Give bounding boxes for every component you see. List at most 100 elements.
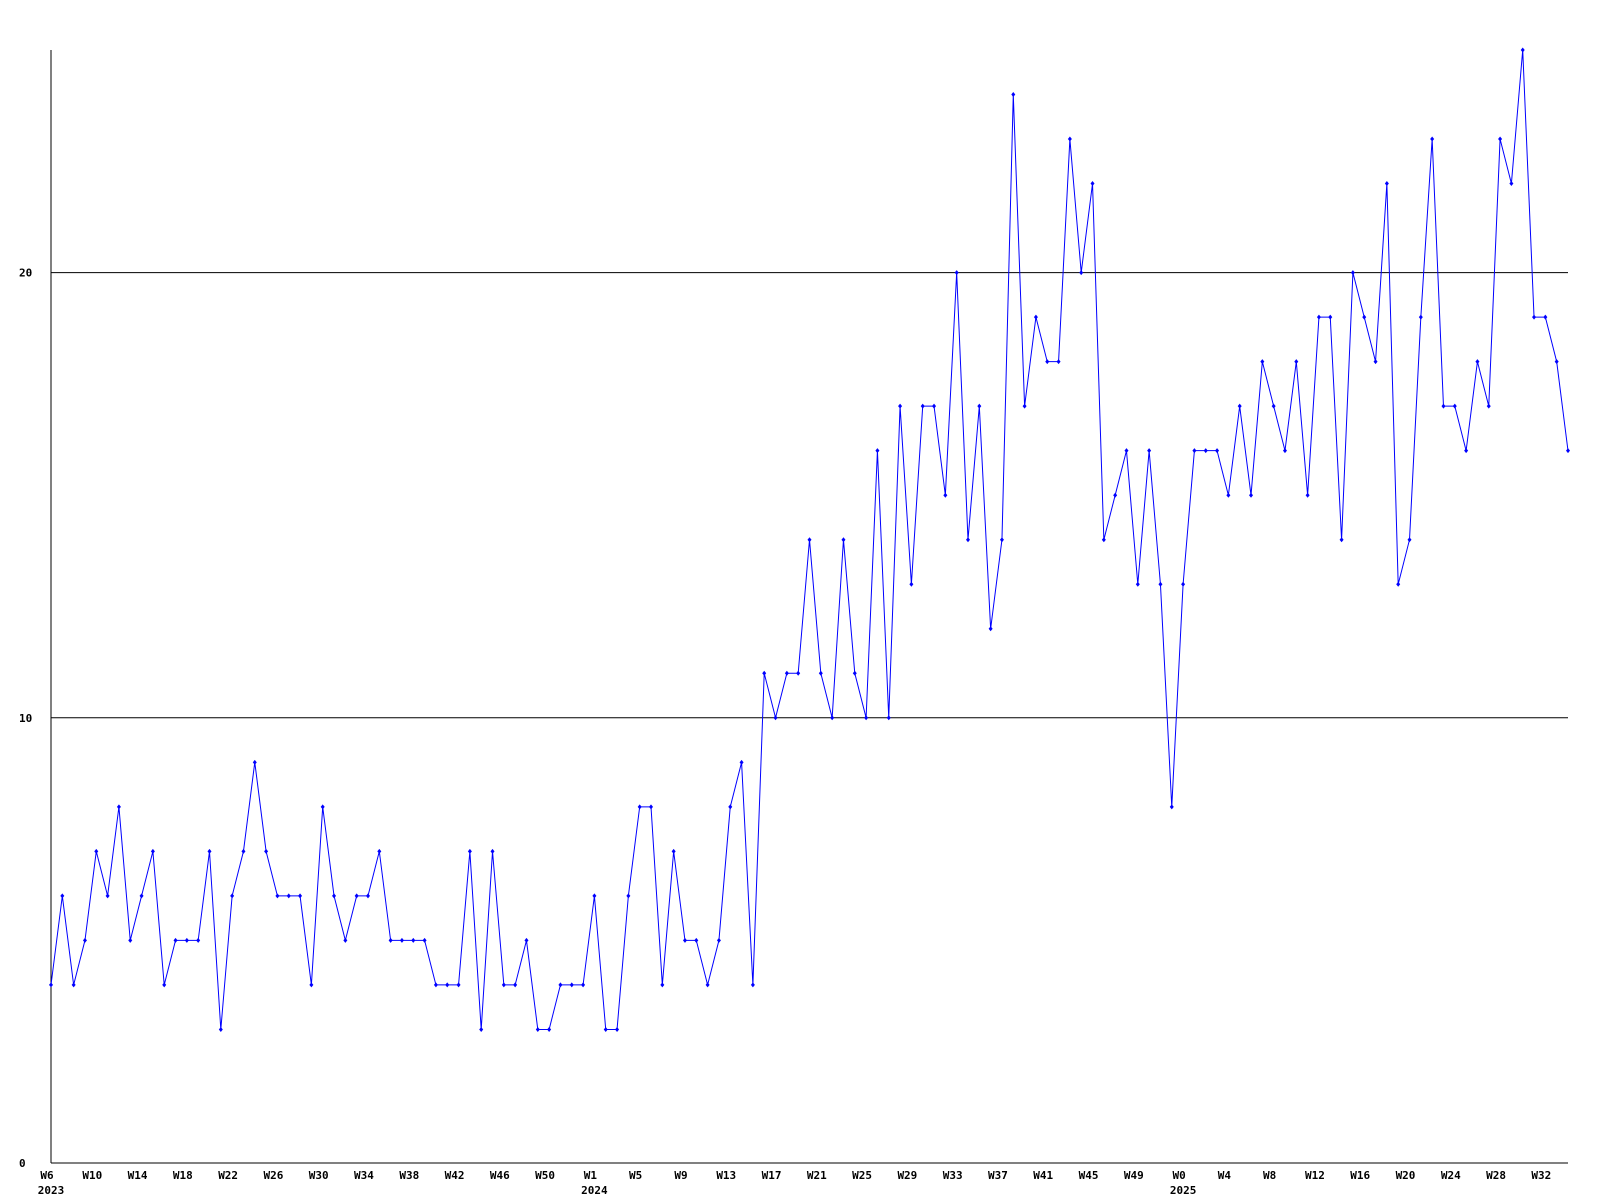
x-tick-label: W10: [82, 1169, 102, 1182]
data-point: [988, 626, 993, 632]
data-point: [841, 537, 846, 543]
data-point: [660, 982, 665, 988]
data-point: [184, 937, 189, 943]
data-point: [309, 982, 314, 988]
data-point: [377, 848, 382, 854]
data-point: [1362, 314, 1367, 320]
year-label: 2023: [38, 1184, 65, 1197]
data-point: [864, 715, 869, 721]
data-point: [150, 848, 155, 854]
data-point: [388, 937, 393, 943]
data-point: [298, 893, 303, 899]
data-point: [671, 848, 676, 854]
x-tick-label: W34: [354, 1169, 374, 1182]
data-point: [796, 670, 801, 676]
data-point: [762, 670, 767, 676]
x-tick-label: W1: [584, 1169, 598, 1182]
x-tick-label: W21: [807, 1169, 827, 1182]
data-point: [705, 982, 710, 988]
data-point: [1271, 403, 1276, 409]
data-point: [1067, 136, 1072, 142]
x-tick-label: W24: [1441, 1169, 1461, 1182]
x-tick-label: W42: [445, 1169, 465, 1182]
data-point: [1350, 270, 1355, 276]
year-label: 2024: [581, 1184, 608, 1197]
data-point: [920, 403, 925, 409]
data-point: [1430, 136, 1435, 142]
data-point: [456, 982, 461, 988]
data-point: [196, 937, 201, 943]
data-point: [365, 893, 370, 899]
data-point: [898, 403, 903, 409]
data-point: [1169, 804, 1174, 810]
data-point: [852, 670, 857, 676]
data-point: [128, 937, 133, 943]
data-point: [1124, 448, 1129, 454]
data-point: [1305, 492, 1310, 498]
data-point: [558, 982, 563, 988]
data-point: [1147, 448, 1152, 454]
data-point: [422, 937, 427, 943]
data-point: [1475, 359, 1480, 365]
data-point: [139, 893, 144, 899]
data-point: [1328, 314, 1333, 320]
data-point: [411, 937, 416, 943]
data-point: [399, 937, 404, 943]
data-point: [637, 804, 642, 810]
y-tick-label: 20: [19, 267, 32, 280]
x-tick-label: W17: [762, 1169, 782, 1182]
y-tick-label: 10: [19, 712, 32, 725]
data-point: [965, 537, 970, 543]
data-point: [1282, 448, 1287, 454]
data-point: [1079, 270, 1084, 276]
data-point: [1090, 181, 1095, 187]
data-point: [1407, 537, 1412, 543]
data-point: [1418, 314, 1423, 320]
y-tick-label: 0: [19, 1157, 26, 1170]
data-point: [1113, 492, 1118, 498]
data-point: [694, 937, 699, 943]
data-point: [875, 448, 880, 454]
data-point: [716, 937, 721, 943]
x-tick-label: W33: [943, 1169, 963, 1182]
data-point: [162, 982, 167, 988]
data-point: [750, 982, 755, 988]
data-point: [49, 982, 53, 988]
data-point: [1509, 181, 1514, 187]
data-point: [286, 893, 291, 899]
data-point: [1452, 403, 1457, 409]
data-point: [535, 1026, 540, 1032]
data-point: [467, 848, 472, 854]
data-point: [1226, 492, 1231, 498]
x-tick-label: W18: [173, 1169, 193, 1182]
data-point: [784, 670, 789, 676]
data-point: [490, 848, 495, 854]
data-point: [218, 1026, 223, 1032]
x-tick-label: W9: [674, 1169, 687, 1182]
x-tick-label: W20: [1396, 1169, 1416, 1182]
data-point: [82, 937, 87, 943]
x-tick-label: W28: [1486, 1169, 1506, 1182]
data-point: [1260, 359, 1265, 365]
data-point: [1566, 448, 1570, 454]
x-tick-label: W5: [629, 1169, 642, 1182]
data-point: [94, 848, 99, 854]
data-point: [1498, 136, 1503, 142]
data-point: [1203, 448, 1208, 454]
data-point: [501, 982, 506, 988]
data-point: [615, 1026, 620, 1032]
data-point: [60, 893, 65, 899]
data-point: [943, 492, 948, 498]
data-point: [1486, 403, 1491, 409]
data-point: [626, 893, 631, 899]
data-point: [1181, 581, 1186, 587]
data-point: [524, 937, 529, 943]
data-point: [773, 715, 778, 721]
data-point: [603, 1026, 608, 1032]
data-point: [728, 804, 733, 810]
data-point: [1339, 537, 1344, 543]
data-point: [1532, 314, 1537, 320]
data-point: [547, 1026, 552, 1032]
x-tick-label: W41: [1033, 1169, 1053, 1182]
data-point: [1464, 448, 1469, 454]
